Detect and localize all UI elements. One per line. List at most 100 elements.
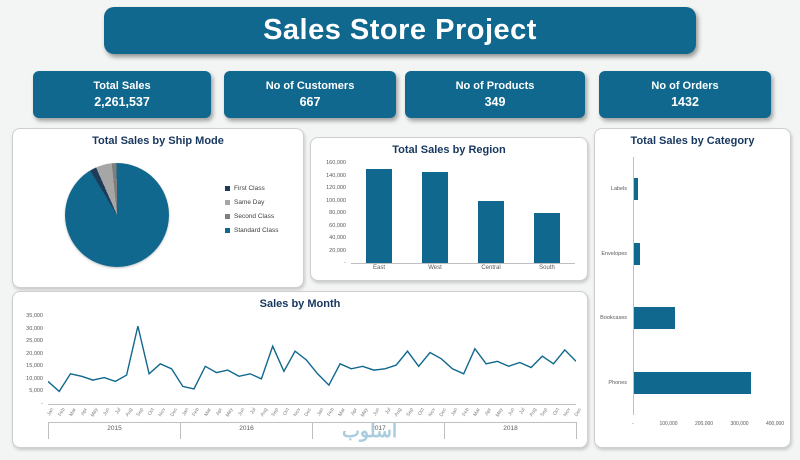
month-tick-label: Apr — [349, 407, 359, 417]
kpi-card-customers: No of Customers 667 — [224, 71, 396, 118]
chart-title-category: Total Sales by Category — [630, 135, 755, 147]
month-tick-label: May — [359, 407, 370, 419]
y-tick-label: 160,000 — [326, 160, 346, 166]
month-tick-label: Feb — [461, 407, 471, 418]
month-tick-label: Dec — [303, 407, 314, 418]
sales-line-svg — [47, 325, 577, 393]
year-cell: 2018 — [444, 423, 576, 439]
region-bar-column — [351, 163, 407, 263]
y-tick-label: 25,000 — [26, 338, 43, 345]
category-y-labels: Labels Envelopes Bookcases Phones — [595, 157, 631, 415]
y-tick-label: 10,000 — [26, 375, 43, 382]
kpi-value: 2,261,537 — [94, 95, 150, 109]
month-tick-label: Mar — [472, 407, 483, 418]
legend-swatch — [225, 200, 230, 205]
month-year-band: 2015 2016 2017 2018 — [48, 422, 577, 439]
legend-item: First Class — [225, 185, 278, 192]
y-tick-label: 140,000 — [326, 172, 346, 179]
month-tick-label: Jul — [249, 407, 258, 416]
month-tick-label: Mar — [202, 407, 213, 418]
legend-swatch — [225, 186, 230, 191]
chart-title-ship-mode: Total Sales by Ship Mode — [92, 135, 224, 147]
category-chart-panel: Total Sales by Category Labels Envelopes B… — [594, 128, 791, 448]
month-tick-label: Jun — [371, 407, 381, 417]
month-tick-label: Mar — [337, 407, 348, 418]
category-x-axis: - 100,000 200,000 300,000 400,000 — [632, 419, 784, 431]
ship-mode-legend: First Class Same Day Second Class Standard … — [225, 185, 278, 234]
region-x-labels: East West Central South — [351, 265, 575, 271]
category-bar — [634, 178, 639, 201]
month-tick-label: Nov — [562, 407, 572, 418]
y-tick-label: 40,000 — [329, 235, 346, 241]
x-tick-label: 200,000 — [694, 421, 714, 427]
month-tick-label: Oct — [282, 407, 292, 417]
region-bar — [478, 200, 504, 263]
category-plot — [633, 157, 776, 415]
dashboard-title-banner: Sales Store Project — [104, 7, 696, 54]
watermark-logo: اسلوب — [342, 421, 398, 442]
kpi-card-orders: No of Orders 1432 — [599, 71, 771, 118]
y-tick-label: 80,000 — [329, 210, 346, 216]
month-tick-label: Apr — [79, 407, 89, 417]
y-tick-label: 20,000 — [329, 247, 346, 254]
y-tick-label: - — [41, 401, 43, 407]
year-cell: 2016 — [180, 423, 312, 439]
year-cell: 2017 — [312, 423, 444, 439]
month-tick-label: Oct — [551, 407, 561, 417]
y-category-label: Envelopes — [601, 250, 627, 257]
y-tick-label: 20,000 — [26, 350, 43, 357]
y-category-label: Labels — [610, 186, 627, 193]
region-bar-column — [463, 163, 519, 263]
y-tick-label: 120,000 — [326, 185, 346, 191]
month-tick-label: Jun — [102, 407, 112, 417]
month-tick-label: Jun — [236, 407, 247, 417]
month-tick-label: Feb — [326, 407, 337, 418]
legend-item: Second Class — [225, 213, 278, 220]
kpi-value: 349 — [484, 95, 506, 109]
month-tick-label: May — [225, 407, 235, 419]
kpi-label: No of Orders — [651, 80, 719, 92]
y-category-label: Phones — [608, 379, 627, 386]
legend-label: First Class — [234, 185, 265, 192]
x-category-label: South — [539, 265, 555, 271]
ship-mode-pie — [65, 163, 169, 267]
category-bar — [634, 307, 675, 330]
kpi-label: Total Sales — [93, 80, 151, 92]
month-tick-label: May — [90, 407, 101, 419]
chart-title-month: Sales by Month — [259, 298, 341, 310]
month-tick-label: Jul — [518, 407, 528, 416]
month-tick-label: Jan — [315, 407, 325, 417]
y-tick-label: 15,000 — [26, 363, 43, 370]
legend-swatch — [225, 228, 230, 233]
dashboard-title: Sales Store Project — [263, 14, 537, 46]
chart-title-region: Total Sales by Region — [392, 144, 506, 156]
category-bar — [634, 371, 752, 394]
month-tick-label: Jan — [180, 407, 191, 417]
month-tick-label: Jun — [506, 407, 516, 417]
month-tick-label: Aug — [259, 407, 269, 418]
month-tick-label: May — [494, 407, 505, 419]
month-tick-label: Apr — [214, 407, 224, 417]
month-tick-label: Dec — [573, 407, 584, 418]
region-bar — [534, 213, 560, 263]
month-tick-label: Oct — [147, 407, 157, 417]
month-x-labels: Jan Feb Mar Apr May Jun Jul Aug Sep Oct Nov Dec Jan F… — [46, 406, 583, 422]
month-tick-label: Aug — [528, 407, 539, 418]
y-tick-label: 30,000 — [26, 325, 43, 332]
month-y-axis: - 5,000 10,000 15,000 20,000 25,000 30,000 35,0… — [13, 313, 46, 407]
legend-item: Same Day — [225, 199, 278, 206]
region-plot — [351, 163, 575, 264]
y-tick-label: 35,000 — [26, 313, 43, 319]
legend-label: Same Day — [234, 199, 265, 206]
month-tick-label: Sep — [135, 407, 146, 418]
month-plot — [47, 316, 577, 405]
category-row — [634, 351, 776, 416]
kpi-label: No of Customers — [265, 80, 355, 92]
legend-swatch — [225, 214, 230, 219]
category-row — [634, 157, 776, 222]
region-bar — [422, 171, 448, 263]
region-bar-column — [519, 163, 575, 263]
x-category-label: Central — [481, 265, 501, 271]
month-tick-label: Mar — [68, 407, 78, 418]
month-tick-label: Dec — [169, 407, 179, 418]
